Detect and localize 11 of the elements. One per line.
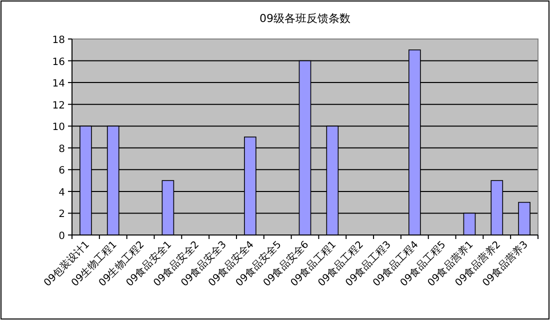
y-tick-label: 8 bbox=[58, 144, 65, 155]
y-tick-label: 12 bbox=[52, 100, 65, 112]
chart-title: 09级各班反馈条数 bbox=[260, 12, 350, 25]
y-tick-label: 16 bbox=[52, 56, 65, 68]
y-tick-label: 6 bbox=[58, 166, 65, 177]
y-tick-label: 18 bbox=[52, 35, 65, 46]
y-tick-label: 14 bbox=[52, 78, 65, 90]
y-tick-label: 10 bbox=[52, 122, 65, 134]
y-tick-label: 4 bbox=[58, 187, 65, 198]
y-tick-label: 0 bbox=[58, 231, 65, 242]
y-tick-label: 2 bbox=[58, 209, 65, 220]
